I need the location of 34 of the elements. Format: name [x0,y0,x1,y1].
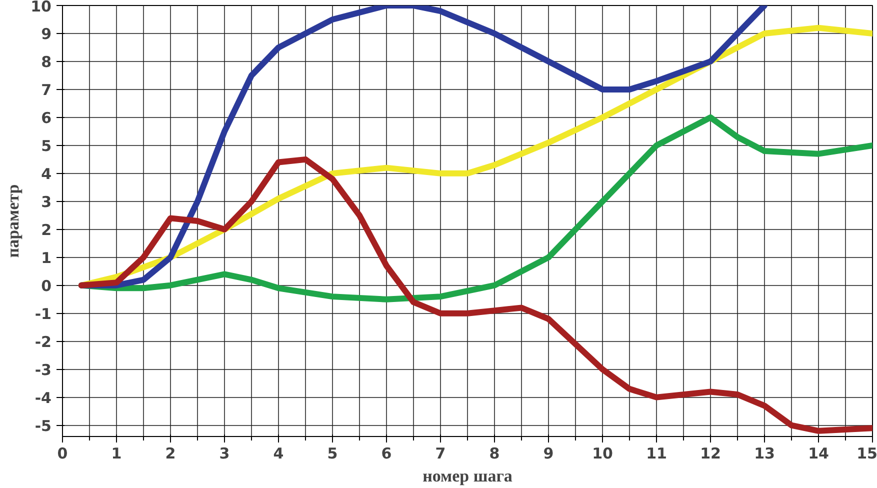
y-axis-title: параметр [4,184,23,258]
y-tick-label: 8 [41,52,52,71]
y-tick-label: -1 [34,304,52,323]
y-tick-label: 6 [41,108,52,127]
x-tick-label: 4 [273,444,284,462]
x-tick-label: 12 [700,444,721,462]
y-tick-label: -4 [34,388,52,407]
x-tick-label: 15 [856,444,877,462]
y-tick-label: -3 [34,360,52,379]
x-tick-label: 6 [381,444,392,462]
y-tick-label: -5 [34,416,52,435]
x-tick-label: 10 [592,444,613,462]
y-tick-label: 3 [41,192,52,211]
y-tick-label: 9 [41,24,52,43]
y-tick-label: 2 [41,220,52,239]
y-tick-label: 1 [41,248,52,267]
x-tick-label: 14 [808,444,829,462]
x-axis-title: номер шага [422,466,513,486]
x-tick-label: 7 [435,444,446,462]
y-tick-label: 4 [41,164,52,183]
y-tick-label: 10 [30,0,52,16]
x-tick-label: 11 [646,444,667,462]
y-tick-label: 5 [41,136,52,155]
y-tick-label: -2 [34,332,52,351]
x-tick-label: 0 [57,444,68,462]
x-tick-label: 3 [219,444,230,462]
x-tick-label: 9 [543,444,554,462]
y-tick-label: 7 [41,80,52,99]
y-tick-label: 0 [41,276,52,295]
x-tick-label: 13 [754,444,775,462]
x-tick-label: 8 [489,444,500,462]
x-tick-label: 5 [327,444,338,462]
x-tick-label: 1 [111,444,122,462]
x-tick-label: 2 [165,444,176,462]
